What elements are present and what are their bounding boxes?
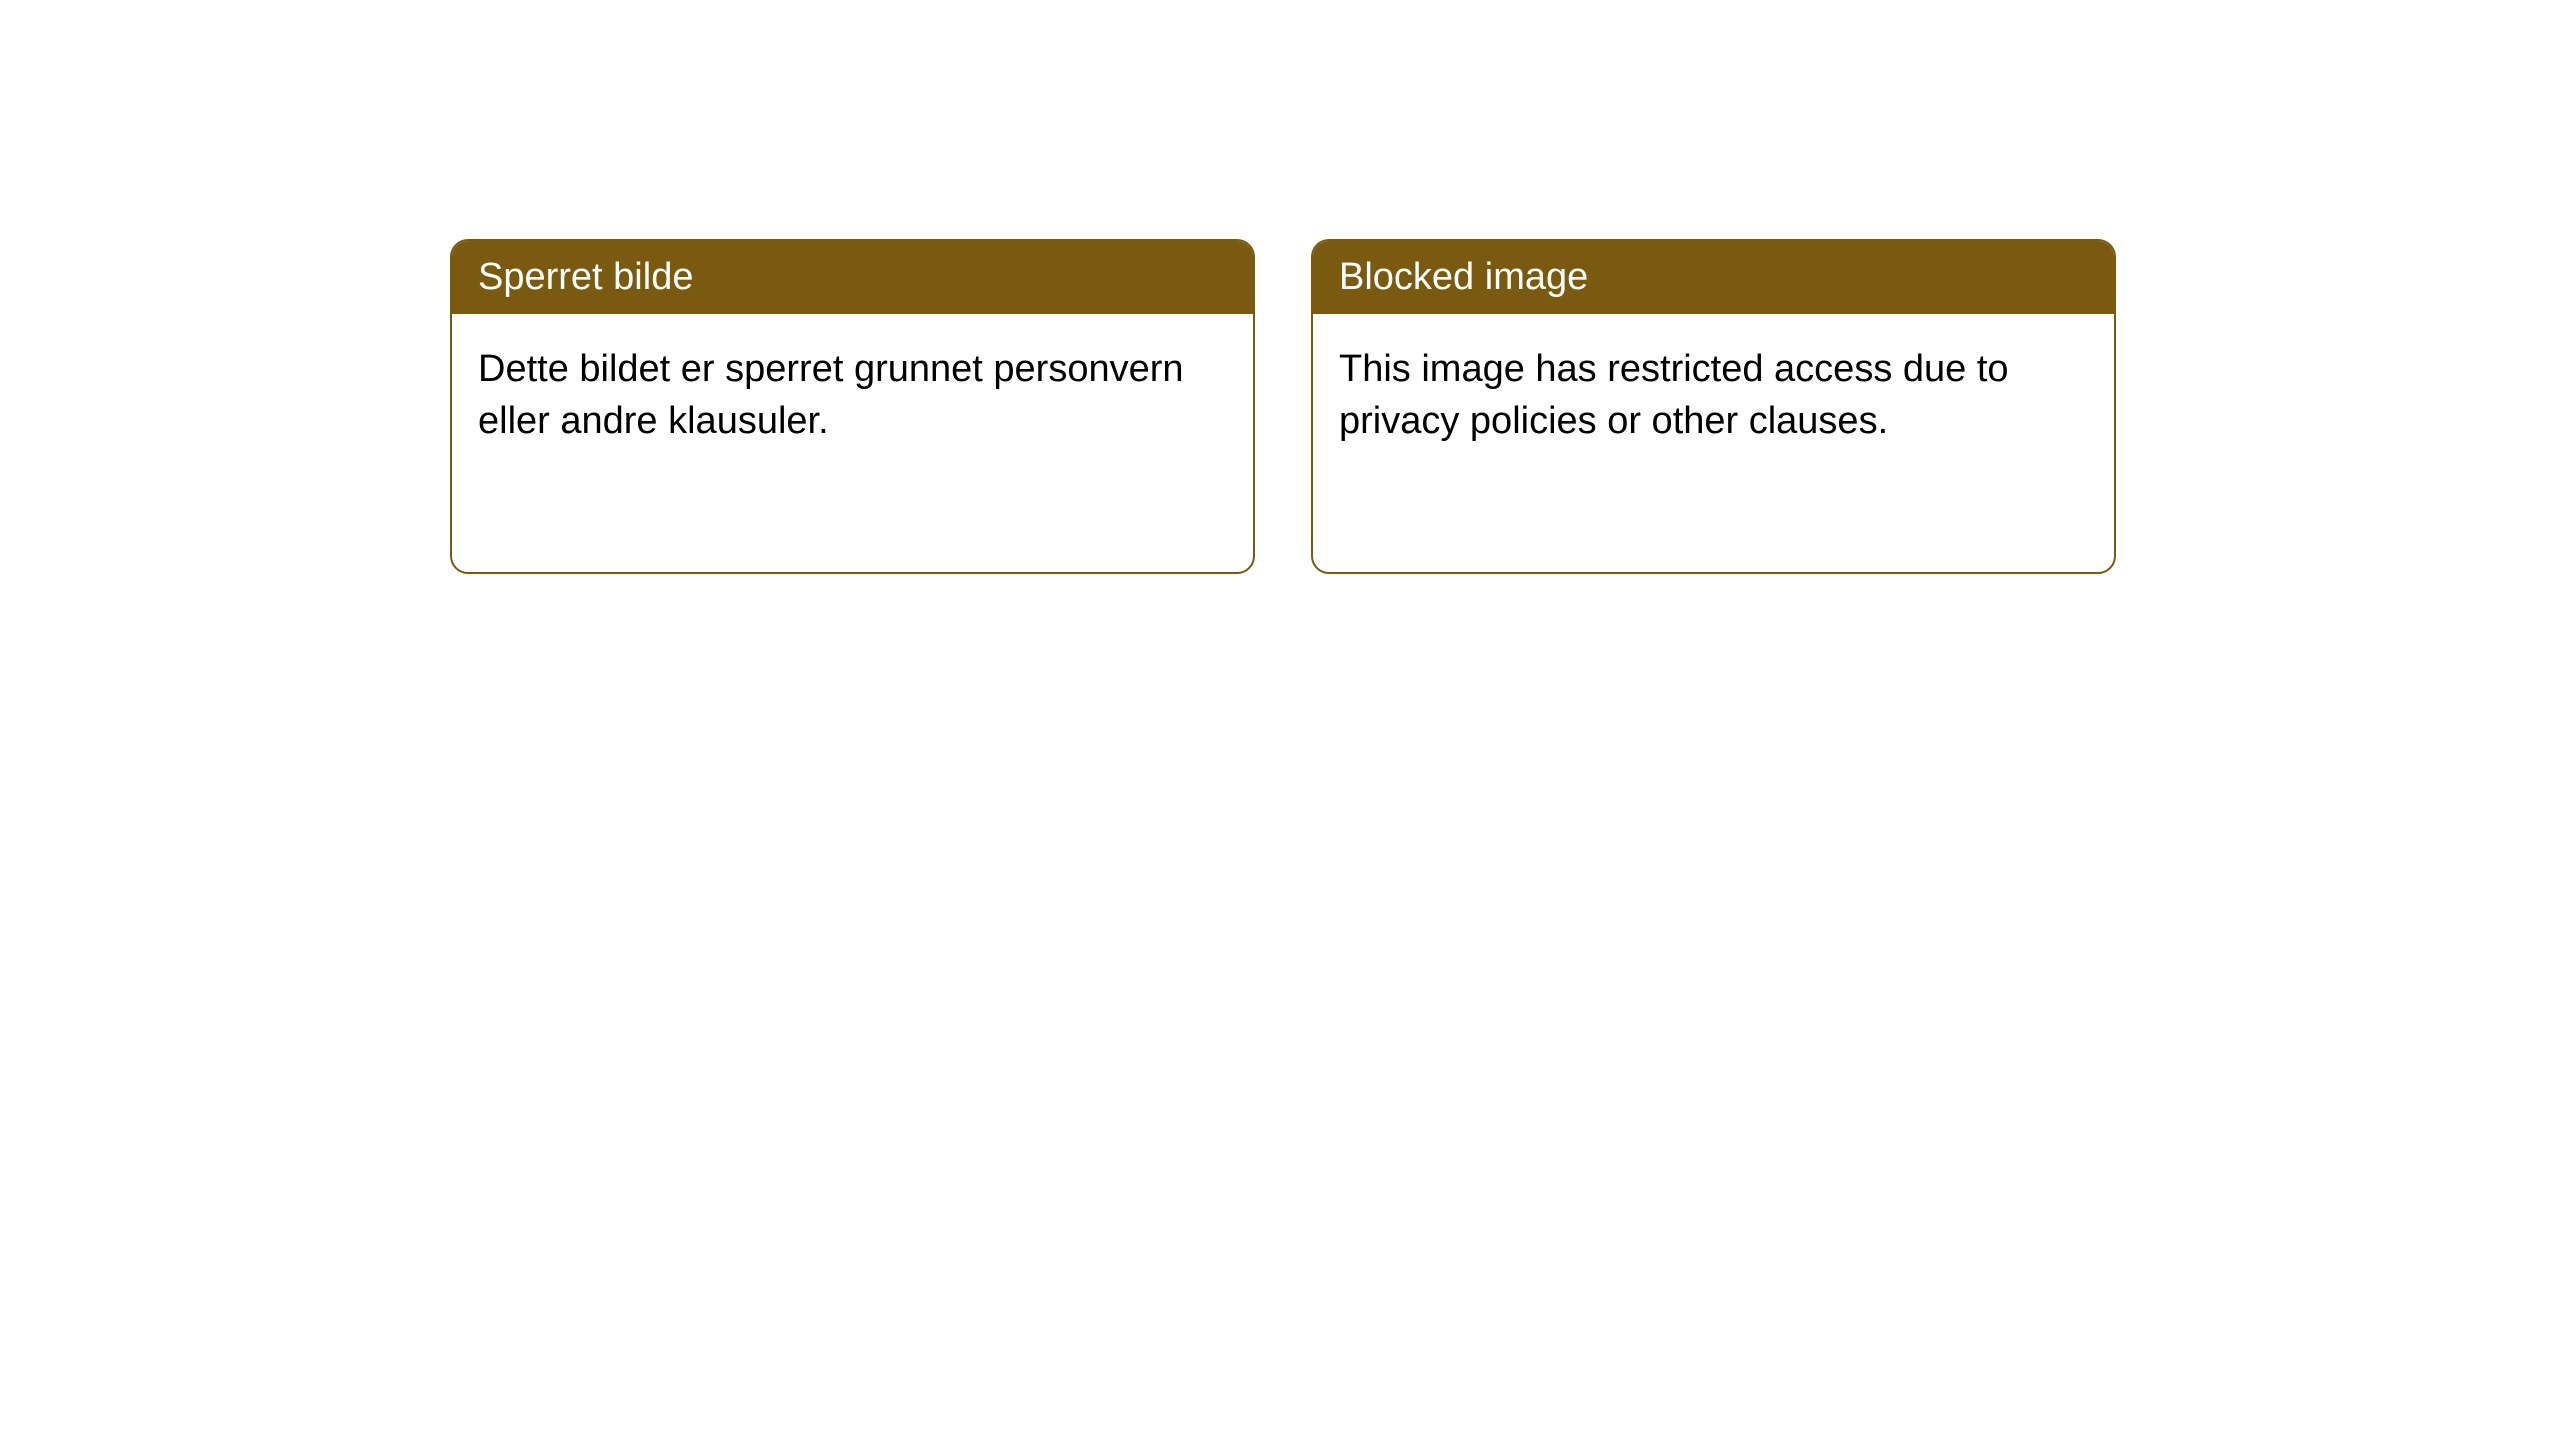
notice-title: Sperret bilde	[478, 256, 693, 298]
notice-body: This image has restricted access due to …	[1313, 314, 2114, 477]
notice-card-english: Blocked image This image has restricted …	[1311, 239, 2116, 574]
notice-card-norwegian: Sperret bilde Dette bildet er sperret gr…	[450, 239, 1255, 574]
notice-body: Dette bildet er sperret grunnet personve…	[452, 314, 1253, 477]
notice-message: This image has restricted access due to …	[1339, 348, 2009, 441]
notice-container: Sperret bilde Dette bildet er sperret gr…	[450, 239, 2116, 574]
notice-header: Blocked image	[1313, 241, 2114, 314]
notice-message: Dette bildet er sperret grunnet personve…	[478, 348, 1184, 441]
notice-title: Blocked image	[1339, 256, 1588, 298]
notice-header: Sperret bilde	[452, 241, 1253, 314]
